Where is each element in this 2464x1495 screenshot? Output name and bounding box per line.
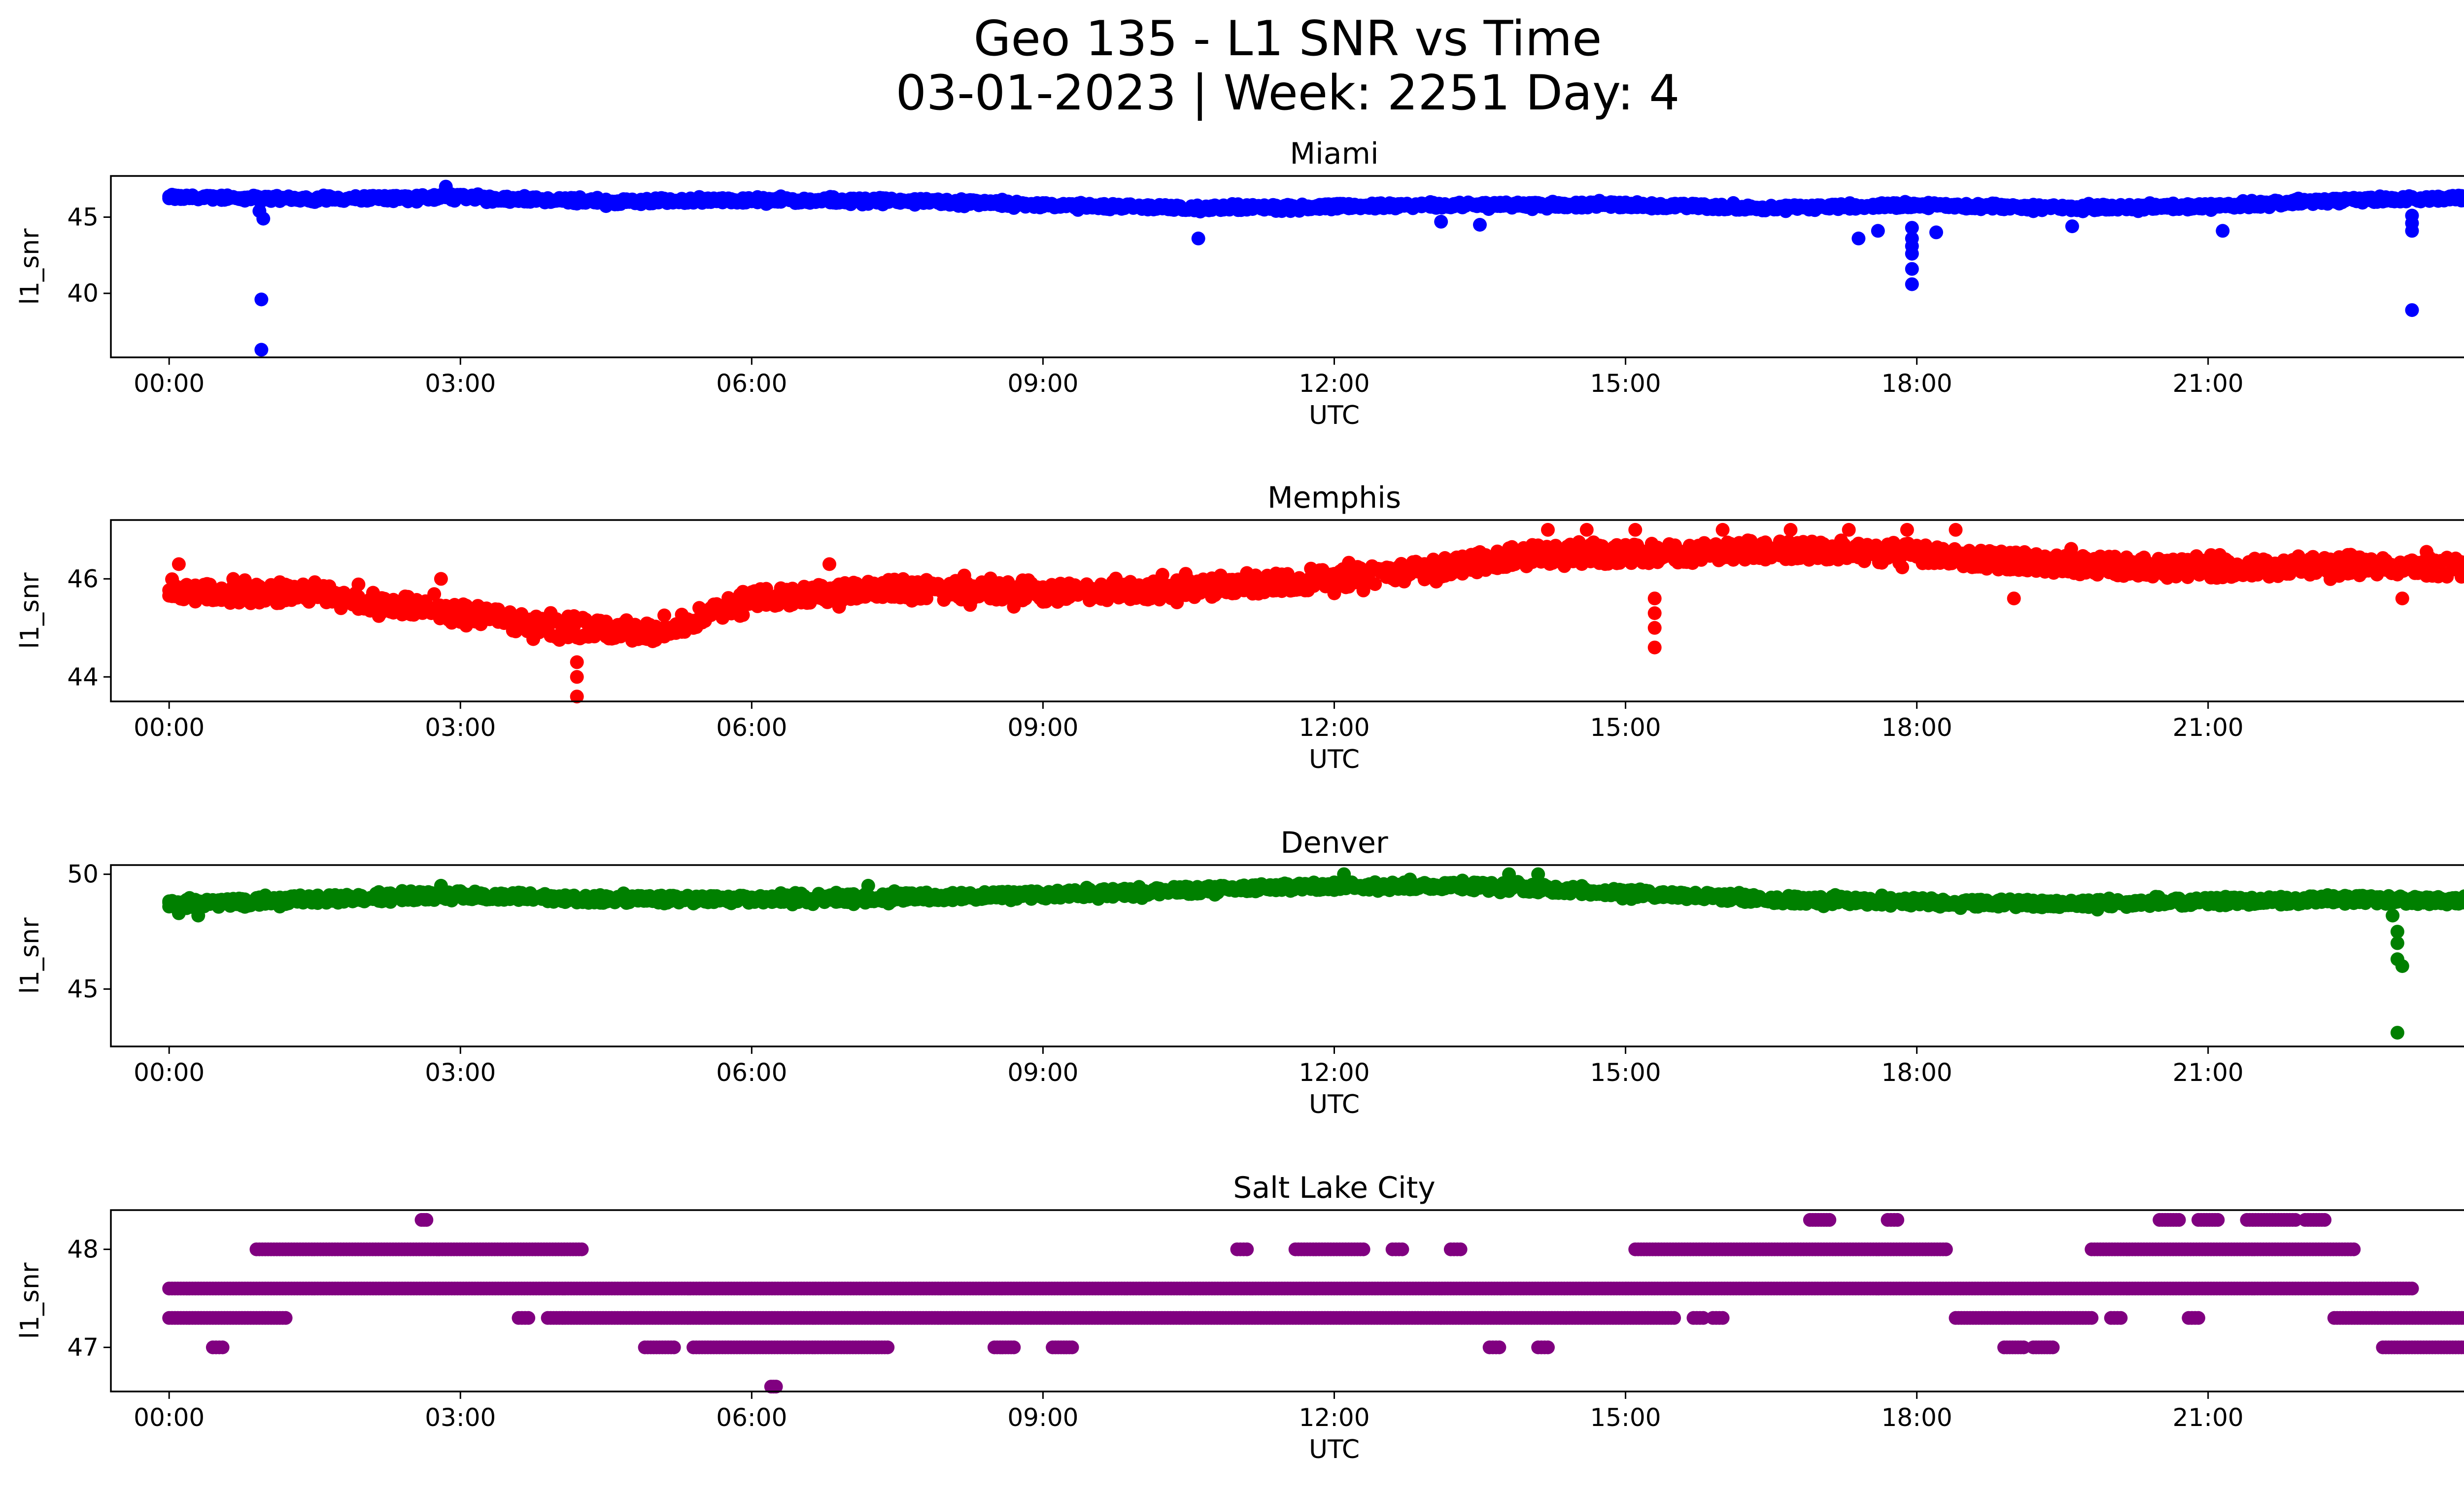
x-tick-label: 15:00 xyxy=(1590,369,1661,398)
x-tick-label: 09:00 xyxy=(1007,713,1078,742)
data-point xyxy=(1895,560,1910,575)
x-tick-label: 03:00 xyxy=(425,369,496,398)
subplot-denver: 00:00 03:00 06:00 09:00 12:00 15:00 18:00 21:00… xyxy=(15,826,2464,1119)
outlier-point xyxy=(2405,209,2419,223)
x-tick-label: 18:00 xyxy=(1882,713,1952,742)
data-point xyxy=(427,587,442,601)
series-points xyxy=(162,522,2464,704)
outlier-point xyxy=(822,557,836,571)
outlier-point xyxy=(254,292,269,307)
x-tick-label: 03:00 xyxy=(425,713,496,742)
outlier-point xyxy=(439,179,453,194)
outlier-point xyxy=(434,572,448,586)
outlier-point xyxy=(1900,522,1914,537)
outlier-point xyxy=(1851,231,1866,245)
x-tick-label: 18:00 xyxy=(1882,369,1952,398)
subplot-title: Memphis xyxy=(1267,481,1401,515)
figure-title: Geo 135 - L1 SNR vs Time xyxy=(973,11,1602,67)
outlier-point xyxy=(171,557,186,571)
y-axis-label: l1_snr xyxy=(15,572,45,649)
outlier-point xyxy=(1191,231,1205,245)
x-axis-label: UTC xyxy=(1309,401,1360,430)
outlier-point xyxy=(1783,522,1798,537)
outlier-point xyxy=(2395,591,2409,606)
outlier-point xyxy=(2405,303,2419,317)
x-tick-label: 06:00 xyxy=(716,713,787,742)
y-tick-label: 40 xyxy=(67,279,99,308)
y-tick-label: 44 xyxy=(67,662,99,691)
outlier-point xyxy=(1473,218,1487,232)
data-point xyxy=(2460,190,2464,203)
x-tick-label: 09:00 xyxy=(1007,369,1078,398)
outlier-point xyxy=(1541,522,1555,537)
data-point xyxy=(1368,577,1382,591)
outlier-point xyxy=(1647,606,1662,620)
x-tick-label: 12:00 xyxy=(1299,369,1369,398)
figure-subtitle: 03-01-2023 | Week: 2251 Day: 4 xyxy=(895,65,1680,121)
x-tick-label: 06:00 xyxy=(716,369,787,398)
x-tick-label: 00:00 xyxy=(134,713,205,742)
y-tick-label: 45 xyxy=(67,203,99,231)
outlier-point xyxy=(1579,522,1594,537)
x-tick-label: 21:00 xyxy=(2173,369,2244,398)
outlier-point xyxy=(1434,214,1448,229)
outlier-point xyxy=(1929,225,1943,240)
outlier-point xyxy=(1647,591,1662,606)
outlier-point xyxy=(2216,224,2230,238)
outlier-point xyxy=(1647,621,1662,635)
outlier-point xyxy=(1628,522,1643,537)
subplot-title: Miami xyxy=(1290,137,1378,171)
outlier-point xyxy=(252,204,267,218)
outlier-point xyxy=(1842,522,1856,537)
x-axis-label: UTC xyxy=(1309,745,1360,774)
x-tick-label: 00:00 xyxy=(134,369,205,398)
outlier-point xyxy=(570,655,584,669)
outlier-point xyxy=(1647,640,1662,655)
y-axis-label: l1_snr xyxy=(15,228,45,305)
series-points xyxy=(162,179,2464,357)
outlier-point xyxy=(254,343,269,357)
outlier-point xyxy=(1905,262,1919,276)
outlier-point xyxy=(1715,522,1730,537)
subplot-miami: 00:00 03:00 06:00 09:00 12:00 15:00 18:00 21:00… xyxy=(15,137,2464,430)
y-tick-label: 46 xyxy=(67,564,99,593)
outlier-point xyxy=(1871,224,1885,238)
x-tick-label: 21:00 xyxy=(2173,713,2244,742)
x-tick-label: 15:00 xyxy=(1590,713,1661,742)
outlier-point xyxy=(1905,231,1919,245)
outlier-point xyxy=(570,670,584,684)
series-points xyxy=(162,867,2464,1040)
data-point xyxy=(736,608,750,622)
outlier-point xyxy=(2007,591,2021,606)
outlier-point xyxy=(1949,522,1963,537)
data-point xyxy=(657,608,671,623)
outlier-point xyxy=(1905,277,1919,291)
outlier-point xyxy=(2065,219,2079,234)
outlier-point xyxy=(1905,221,1919,235)
data-point xyxy=(351,577,366,591)
data-point xyxy=(2064,542,2078,556)
x-tick-label: 12:00 xyxy=(1299,713,1369,742)
subplot-memphis: 00:00 03:00 06:00 09:00 12:00 15:00 18:00 21:00… xyxy=(15,481,2464,774)
